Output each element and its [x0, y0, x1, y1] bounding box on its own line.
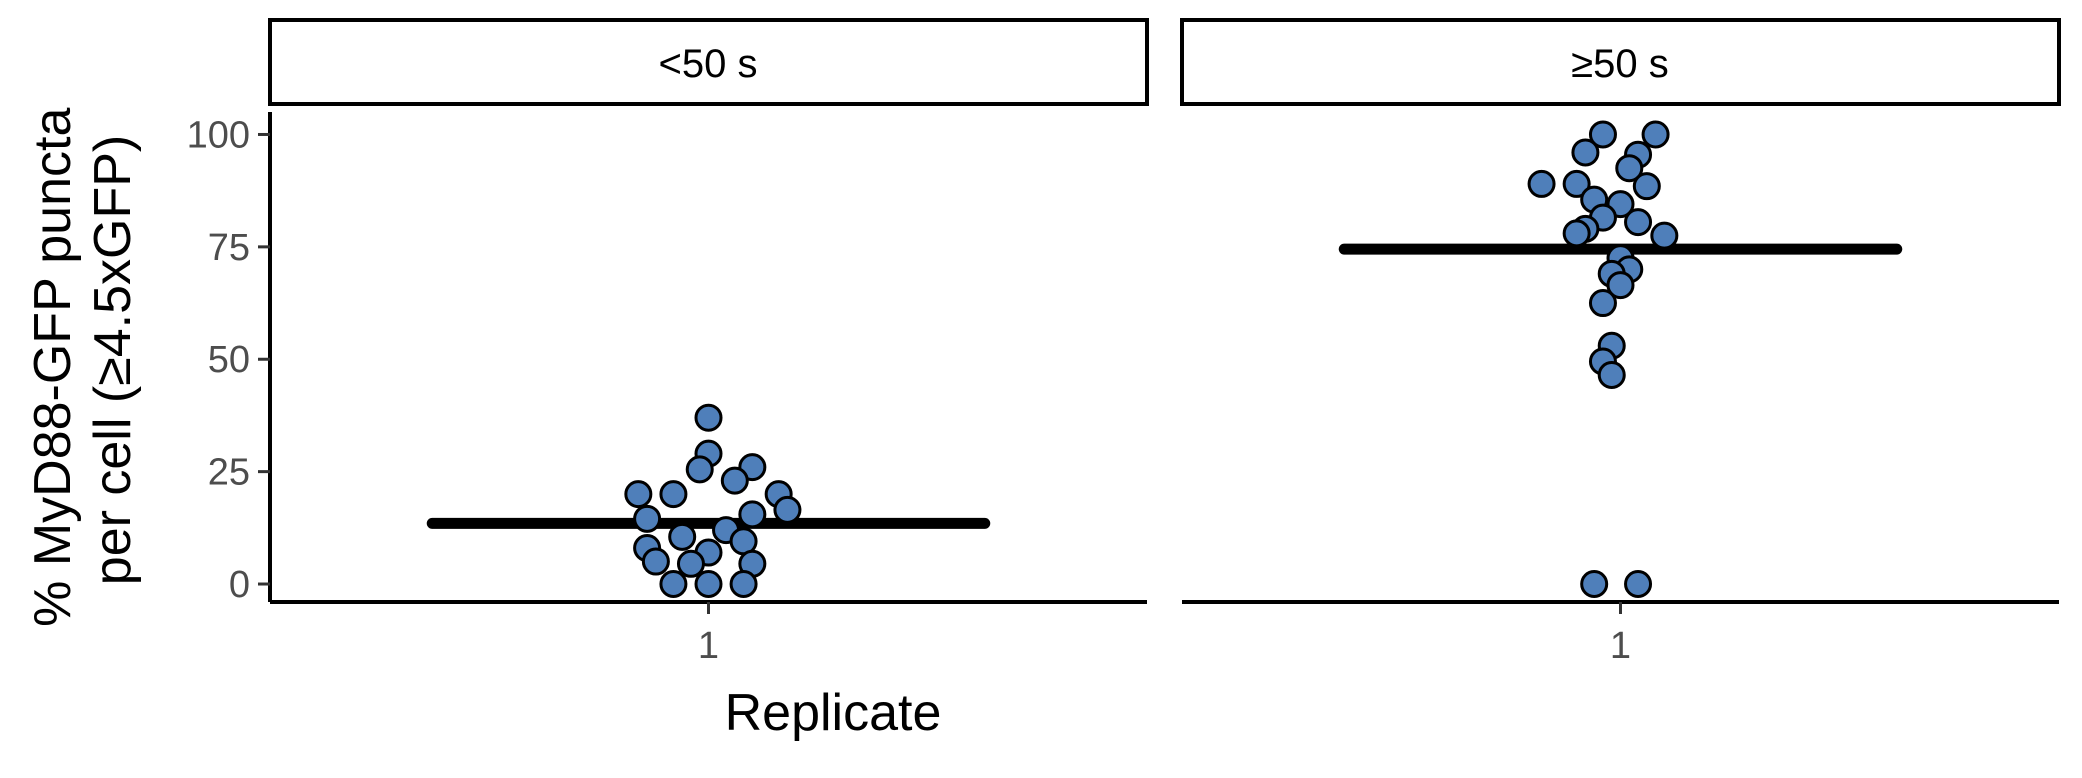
facet-panel-over-50s: ≥50 s 1	[1180, 18, 2061, 667]
x-tick-label: 1	[1610, 625, 1631, 667]
data-point	[1588, 120, 1617, 149]
data-point	[1632, 172, 1661, 201]
facet-panel-under-50s: <50 s 1	[268, 18, 1149, 667]
data-point	[1650, 221, 1679, 250]
y-tick-label: 0	[229, 564, 250, 606]
data-point	[676, 549, 705, 578]
data-point	[1615, 154, 1644, 183]
data-point	[738, 500, 767, 529]
data-point	[1527, 169, 1556, 198]
y-tick-label: 100	[187, 114, 250, 156]
data-point	[694, 403, 723, 432]
data-point	[633, 504, 662, 533]
y-tick-label: 50	[208, 339, 250, 381]
data-point	[1641, 120, 1670, 149]
data-point	[668, 522, 697, 551]
data-point	[1624, 570, 1653, 599]
x-tick-label: 1	[698, 625, 719, 667]
data-point	[1571, 138, 1600, 167]
data-point	[659, 570, 688, 599]
facet-marks-under-50s: 1	[270, 403, 1147, 667]
y-axis-title: % MyD88-GFP puncta per cell (≥4.5xGFP)	[24, 93, 142, 627]
y-axis-title-line-2: per cell (≥4.5xGFP)	[84, 135, 142, 585]
data-point	[694, 570, 723, 599]
data-point	[1580, 570, 1609, 599]
x-axis-title: Replicate	[725, 684, 942, 742]
y-tick-label: 75	[208, 227, 250, 269]
facet-strip-label-over-50s: ≥50 s	[1571, 42, 1669, 86]
data-point	[624, 480, 653, 509]
data-point	[1597, 360, 1626, 389]
facet-strip-over-50s	[1180, 18, 2061, 106]
data-point	[1588, 289, 1617, 318]
y-axis: 0 25 50 75 100	[187, 112, 272, 606]
data-point	[641, 547, 670, 576]
data-point	[1606, 271, 1635, 300]
y-axis-title-line-1: % MyD88-GFP puncta	[24, 108, 82, 627]
data-point	[729, 570, 758, 599]
data-point	[1562, 169, 1591, 198]
facet-strip-label-under-50s: <50 s	[659, 42, 758, 86]
data-point	[1624, 208, 1653, 237]
facet-marks-over-50s: 1	[1182, 120, 2059, 667]
data-point	[685, 455, 714, 484]
y-tick-label: 25	[208, 452, 250, 494]
data-point	[720, 466, 749, 495]
data-point	[659, 480, 688, 509]
facet-strip-under-50s	[268, 18, 1149, 106]
data-point	[1562, 219, 1591, 248]
data-point	[773, 495, 802, 524]
